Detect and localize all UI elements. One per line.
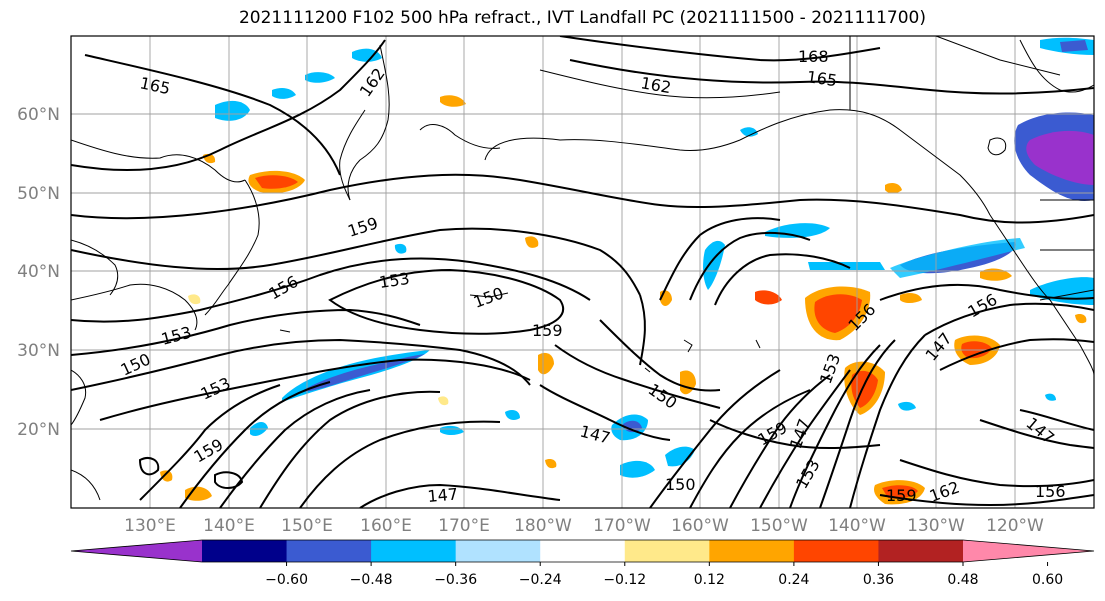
positive-anomaly-patch: [255, 175, 298, 189]
negative-anomaly-patch: [740, 127, 758, 137]
colorbar-segment: [371, 540, 457, 562]
negative-anomaly-patch: [305, 72, 335, 83]
colorbar-segment: [540, 540, 626, 562]
positive-anomaly-patch: [440, 95, 466, 107]
colorbar-segment: [202, 540, 288, 562]
colorbar-ticks: −0.60 −0.48 −0.36 −0.24 −0.12 0.12 0.24 0.36 0.4…: [265, 562, 1063, 588]
lon-label: 120°W: [986, 516, 1044, 536]
negative-anomaly-patch: [1045, 393, 1056, 401]
colorbar-segment: [286, 540, 372, 562]
contour-label: 159: [532, 321, 563, 340]
positive-anomaly-patch: [525, 236, 539, 248]
colorbar: −0.60 −0.48 −0.36 −0.24 −0.12 0.12 0.24 0.36 0.4…: [70, 539, 1095, 588]
positive-anomaly-patch: [885, 182, 902, 194]
lon-label: 140°W: [828, 516, 886, 536]
negative-anomaly-patch: [215, 100, 250, 121]
positive-anomaly-patch: [980, 268, 1012, 281]
contour-label: 168: [798, 47, 829, 66]
colorbar-segment: [793, 540, 879, 562]
negative-anomaly-patch: [272, 87, 296, 99]
lat-label-60n: 60°N: [17, 105, 60, 125]
colorbar-tick-label: 0.12: [694, 572, 725, 588]
positive-anomaly-patch: [538, 352, 554, 375]
map-title: 2021111200 F102 500 hPa refract., IVT La…: [238, 8, 926, 28]
colorbar-tick-label: −0.36: [434, 572, 477, 588]
colorbar-tick-label: 0.60: [1032, 572, 1063, 588]
map-frame: [70, 35, 1095, 509]
colorbar-tick-label: 0.48: [947, 572, 978, 588]
lon-label: 130°W: [907, 516, 965, 536]
contour-label: 147: [427, 484, 459, 506]
lon-label: 170°E: [438, 516, 490, 536]
latitude-labels: 60°N 50°N 40°N 30°N 20°N: [17, 105, 60, 440]
colorbar-segment: [878, 540, 964, 562]
lon-label: 170°W: [593, 516, 651, 536]
colorbar-outline: [70, 539, 1095, 563]
positive-anomaly-patch: [160, 470, 173, 482]
lon-label: 150°E: [281, 516, 333, 536]
positive-anomaly-patch: [882, 485, 918, 499]
lon-label: 160°E: [360, 516, 412, 536]
positive-anomaly-patch: [188, 294, 201, 305]
negative-anomaly-patch: [300, 354, 425, 392]
negative-anomaly-patch: [665, 446, 695, 467]
positive-anomaly-patch: [755, 290, 782, 305]
positive-anomaly-patch: [1075, 313, 1087, 324]
negative-anomaly-patch: [1060, 40, 1088, 52]
negative-anomaly-patch: [505, 410, 520, 420]
contour-label: 150: [665, 475, 696, 494]
colorbar-extend-high: [963, 540, 1094, 562]
lat-label-50n: 50°N: [17, 184, 60, 204]
negative-anomaly-patch: [440, 425, 464, 435]
height-contours: [71, 36, 1094, 508]
contour-label: 165: [805, 67, 838, 90]
colorbar-segment: [455, 540, 541, 562]
negative-anomaly-patch: [394, 243, 407, 254]
lon-label: 140°E: [203, 516, 255, 536]
lat-label-30n: 30°N: [17, 341, 60, 361]
negative-anomaly-patch: [898, 401, 916, 411]
colorbar-tick-label: 0.24: [778, 572, 809, 588]
contour-label: 153: [378, 269, 411, 292]
colorbar-tick-label: −0.48: [350, 572, 393, 588]
colorbar-tick-label: −0.24: [519, 572, 562, 588]
longitude-labels: 130°E 140°E 150°E 160°E 170°E 180°W 170°…: [124, 516, 1044, 536]
lon-label: 130°E: [124, 516, 176, 536]
contour-label: 159: [886, 486, 917, 505]
negative-anomaly-patch: [890, 238, 1025, 278]
colorbar-segment: [624, 540, 710, 562]
positive-anomaly-patch: [545, 458, 557, 469]
colorbar-tick-label: −0.12: [603, 572, 646, 588]
negative-anomaly-patch: [620, 460, 655, 478]
colorbar-extend-low: [71, 540, 202, 562]
colorbar-segment: [709, 540, 795, 562]
colorbar-tick-label: −0.60: [265, 572, 308, 588]
lon-label: 180°W: [514, 516, 572, 536]
lon-label: 150°W: [750, 516, 808, 536]
positive-anomaly-patch: [900, 292, 922, 303]
colorbar-tick-label: 0.36: [863, 572, 894, 588]
lon-label: 160°W: [671, 516, 729, 536]
colorbar-segments: [70, 539, 1095, 563]
lat-label-20n: 20°N: [17, 420, 60, 440]
contour-label: 156: [1035, 482, 1066, 501]
negative-anomaly-patch: [1026, 130, 1094, 185]
positive-anomaly-patch: [814, 294, 862, 333]
positive-anomaly-patch: [185, 486, 212, 501]
negative-anomaly-patch: [352, 48, 382, 62]
lat-label-40n: 40°N: [17, 262, 60, 282]
positive-anomaly-patch: [438, 396, 449, 406]
